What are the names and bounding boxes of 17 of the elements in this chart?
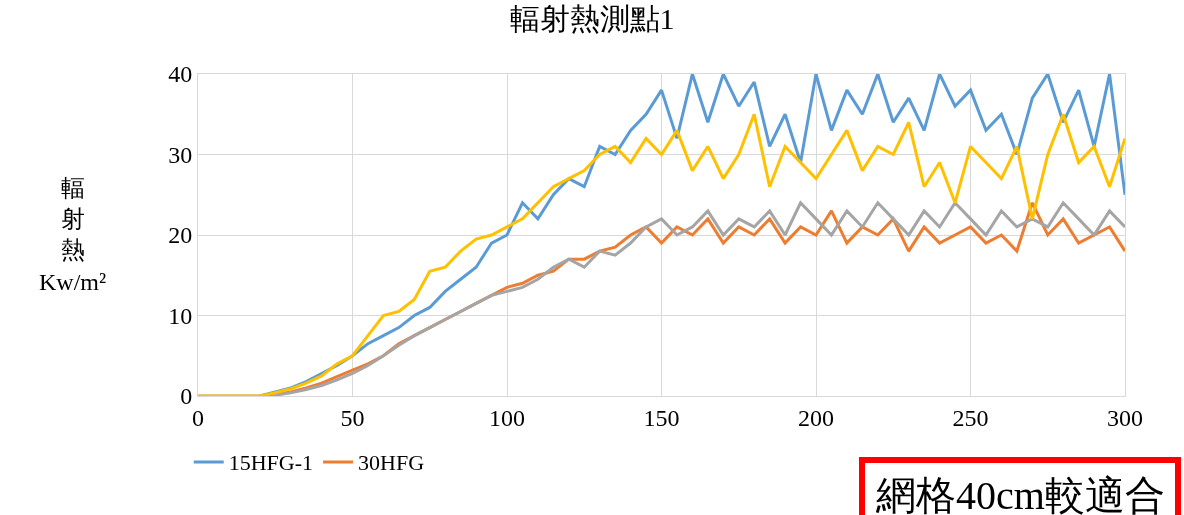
chart-title: 輻射熱測點1 xyxy=(509,1,675,35)
y-tick-label: 0 xyxy=(180,383,193,410)
x-tick-label: 50 xyxy=(340,404,365,431)
y-tick-label: 10 xyxy=(168,302,193,329)
legend-label: 30HFG xyxy=(358,450,425,476)
y-tick-label: 40 xyxy=(168,61,193,88)
y-tick-label: 20 xyxy=(168,222,193,249)
y-axis-title: 輻射熱 Kw/m² xyxy=(39,175,107,295)
text: 網格40cm較適合 xyxy=(875,473,1165,515)
x-tick-label: 300 xyxy=(1107,404,1143,431)
y-tick-label: 30 xyxy=(168,141,193,168)
x-tick-label: 150 xyxy=(643,404,680,431)
x-tick-label: 100 xyxy=(489,404,525,431)
legend-label: 15HFG-1 xyxy=(228,450,314,476)
x-tick-label: 200 xyxy=(798,404,834,431)
x-tick-label: 250 xyxy=(952,404,989,431)
line-series xyxy=(198,112,1125,396)
